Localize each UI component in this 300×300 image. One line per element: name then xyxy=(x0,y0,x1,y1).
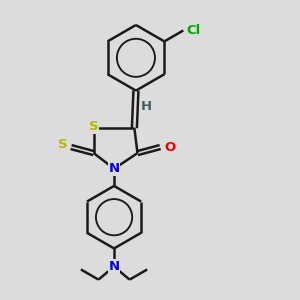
Text: S: S xyxy=(58,138,68,151)
Text: S: S xyxy=(89,120,99,133)
Text: H: H xyxy=(140,100,152,113)
Text: Cl: Cl xyxy=(186,24,201,37)
Text: N: N xyxy=(109,260,120,273)
Text: N: N xyxy=(109,162,120,175)
Text: O: O xyxy=(164,141,175,154)
